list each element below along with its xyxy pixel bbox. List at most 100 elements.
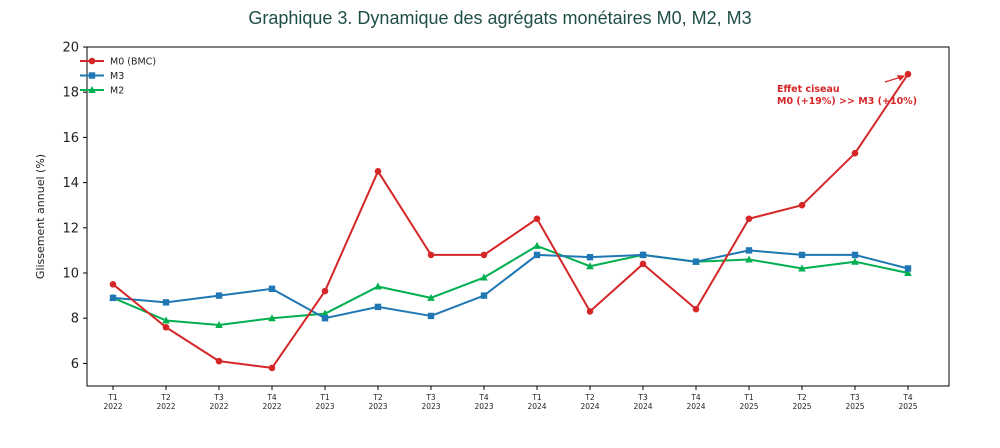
legend-marker [88,72,96,79]
y-tick-label: 12 [62,221,79,236]
x-tick-label: T1 [743,393,754,402]
x-tick-label: T2 [372,393,383,402]
legend-label: M3 [110,71,124,82]
x-tick-label: 2025 [845,402,864,411]
x-tick-label: 2023 [315,402,334,411]
data-point [215,292,223,299]
x-tick-label: T4 [690,393,701,402]
plot-frame [86,46,950,387]
series-m0-bmc [109,70,912,372]
series-m3 [109,247,912,322]
x-tick-label: 2024 [580,402,599,411]
y-axis-label: Glissement annuel (%) [34,154,47,279]
x-tick-label: 2024 [686,402,705,411]
data-point [480,292,488,299]
x-tick-label: T1 [319,393,330,402]
data-point [374,303,382,311]
data-point [109,281,117,288]
data-point [798,201,806,209]
y-tick-label: 10 [62,267,79,282]
y-tick-label: 14 [62,176,79,191]
x-tick-label: 2022 [262,402,281,411]
x-tick-label: 2024 [527,402,546,411]
x-tick-label: T2 [796,393,807,402]
x-tick-label: T1 [531,393,542,402]
data-point [639,251,647,259]
data-point [904,70,912,78]
series-line [112,249,909,320]
data-point [851,257,859,265]
x-tick-label: 2022 [103,402,122,411]
x-tick-label: T3 [637,393,648,402]
data-point [745,255,753,263]
data-point [162,316,170,324]
x-tick-label: 2022 [156,402,175,411]
data-point [798,251,806,259]
x-tick-label: T4 [478,393,489,402]
data-point [639,260,647,268]
data-point [321,315,329,322]
data-point [904,269,912,276]
x-tick-label: T2 [584,393,595,402]
y-axis: 6 8 10 12 14 16 18 20 [62,41,87,372]
data-point [904,265,912,272]
data-point [586,253,594,261]
annotation-text: Effet ciseau [777,84,840,95]
x-tick-label: 2023 [474,402,493,411]
y-tick-label: 18 [62,86,79,101]
legend-marker [88,86,96,93]
series-line [112,244,909,326]
y-tick-label: 8 [71,312,79,327]
data-point [427,312,435,320]
y-tick-label: 6 [71,357,79,372]
data-point [851,251,859,259]
data-point [480,273,488,281]
data-point [109,294,117,302]
x-tick-label: 2024 [633,402,652,411]
y-tick-label: 20 [62,41,79,56]
data-point [692,258,700,265]
data-point [321,309,329,317]
legend: M0 (BMC) M3 M2 [80,57,156,97]
x-axis: T12022T22022T32022T42022T12023T22023T320… [103,386,918,411]
annotation-text: M0 (+19%) >> M3 (+10%) [777,96,917,107]
data-point [745,247,753,254]
legend-label: M2 [110,86,124,97]
x-tick-label: 2022 [209,402,228,411]
data-point [798,264,806,272]
data-point [162,323,170,331]
legend-label: M0 (BMC) [110,57,156,68]
data-point [268,314,276,322]
data-point [692,305,700,313]
chart-title: Graphique 3. Dynamique des agrégats moné… [248,8,752,28]
x-tick-label: 2025 [898,402,917,411]
data-point [268,285,276,293]
data-point [427,251,435,259]
x-tick-label: 2023 [368,402,387,411]
data-point [586,262,594,270]
series-layer [109,70,912,372]
x-tick-label: T3 [213,393,224,402]
x-tick-label: T3 [849,393,860,402]
data-point [321,287,329,295]
data-point [374,282,382,290]
data-point [533,241,541,249]
data-point [480,251,488,259]
data-point [215,320,223,328]
arrow-head [897,75,905,82]
x-tick-label: T4 [902,393,913,402]
data-point [162,299,170,306]
y-tick-label: 16 [62,131,79,146]
x-tick-label: T2 [160,393,171,402]
x-tick-label: T1 [107,393,118,402]
data-point [427,293,435,301]
data-point [745,215,753,223]
x-tick-label: T4 [266,393,277,402]
legend-marker [88,57,96,65]
x-tick-label: T3 [425,393,436,402]
x-tick-label: 2023 [421,402,440,411]
x-tick-label: 2025 [739,402,758,411]
data-point [215,357,223,365]
